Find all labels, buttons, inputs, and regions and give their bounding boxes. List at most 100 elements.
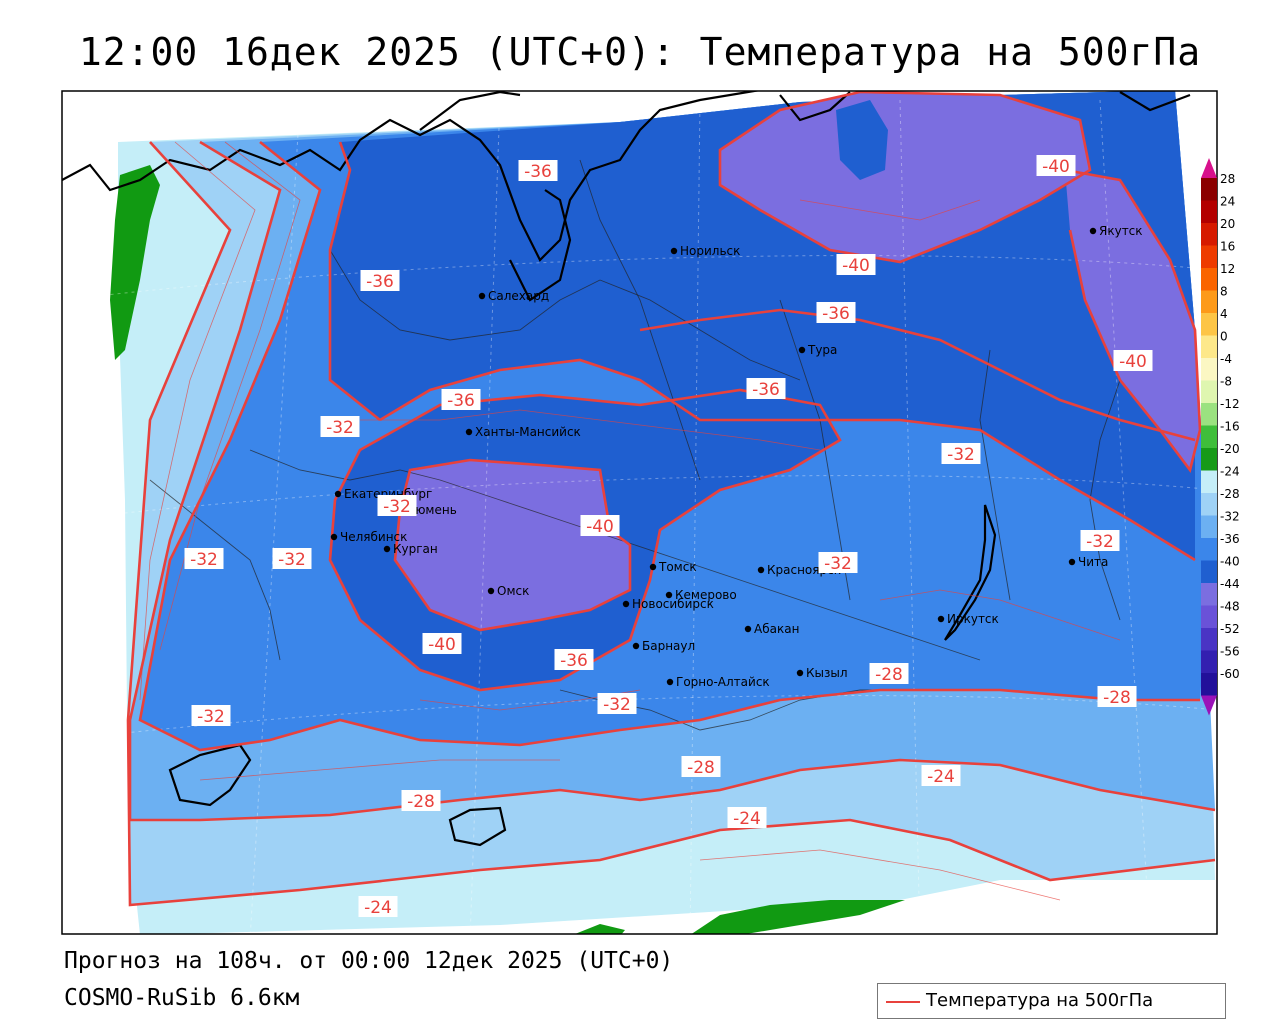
city-label: Абакан bbox=[754, 622, 799, 636]
isoline-label-text: -24 bbox=[364, 898, 392, 918]
colorbar-tick-label: -32 bbox=[1220, 510, 1240, 524]
isoline-label: -32 bbox=[818, 552, 858, 574]
isoline-label: -32 bbox=[191, 705, 231, 727]
model-name: COSMO-RuSib 6.6км bbox=[64, 985, 300, 1011]
colorbar-swatch bbox=[1201, 470, 1217, 493]
colorbar-swatch bbox=[1201, 313, 1217, 336]
isoline-label-text: -32 bbox=[383, 497, 411, 517]
colorbar-tick-label: -60 bbox=[1220, 667, 1240, 681]
isoline-label: -32 bbox=[377, 495, 417, 517]
isoline-label-background bbox=[869, 663, 909, 684]
colorbar-swatch bbox=[1201, 628, 1217, 651]
colorbar-swatch bbox=[1201, 425, 1217, 448]
isoline-label-text: -28 bbox=[407, 792, 435, 812]
colorbar-tick-label: -44 bbox=[1220, 577, 1240, 591]
city-dot bbox=[1089, 227, 1097, 235]
city-12: Томск bbox=[649, 560, 697, 574]
isoline-label: -36 bbox=[554, 649, 594, 671]
colorbar-swatch bbox=[1201, 515, 1217, 538]
isoline-label: -28 bbox=[401, 790, 441, 812]
band-minus40-east bbox=[1065, 170, 1200, 470]
legend-label: Температура на 500гПа bbox=[926, 990, 1154, 1011]
colorbar-tick-label: -24 bbox=[1220, 465, 1240, 479]
isoline-label-text: -32 bbox=[1086, 532, 1114, 552]
graticule bbox=[62, 99, 1217, 934]
city-dot bbox=[796, 669, 804, 677]
city-dot bbox=[330, 533, 338, 541]
isoline-label-background bbox=[1097, 686, 1137, 707]
isoline-label: -36 bbox=[360, 270, 400, 292]
isoline-label: -40 bbox=[1036, 155, 1076, 177]
city-label: Тюмень bbox=[407, 503, 457, 517]
colorbar-tick-label: 20 bbox=[1220, 217, 1235, 231]
city-label: Иркутск bbox=[947, 612, 999, 626]
city-label: Омск bbox=[497, 584, 529, 598]
isoline-label-background bbox=[360, 270, 400, 291]
isoline-label: -36 bbox=[441, 389, 481, 411]
colorbar-swatch bbox=[1201, 650, 1217, 673]
city-16: Абакан bbox=[744, 622, 799, 636]
band-minus44-core bbox=[836, 100, 888, 180]
colorbar-swatch bbox=[1201, 560, 1217, 583]
isoline-label-background bbox=[272, 548, 312, 569]
isoline-label-background bbox=[518, 160, 558, 181]
isoline-label-background bbox=[727, 807, 767, 828]
isoline-label-background bbox=[816, 302, 856, 323]
city-2: Якутск bbox=[1089, 224, 1143, 238]
isoline-label: -32 bbox=[1080, 530, 1120, 552]
isoline-label: -32 bbox=[184, 548, 224, 570]
colorbar-tick-label: -16 bbox=[1220, 420, 1240, 434]
colorbar-tick-label: -36 bbox=[1220, 532, 1240, 546]
city-dot bbox=[334, 490, 342, 498]
city-8: Челябинск bbox=[330, 530, 407, 544]
isoline-label-text: -32 bbox=[197, 707, 225, 727]
city-dot bbox=[757, 566, 765, 574]
isoline-label: -40 bbox=[1113, 350, 1153, 372]
isoline-label: -28 bbox=[869, 663, 909, 685]
colorbar-swatch bbox=[1201, 448, 1217, 471]
colorbar-tick-label: 16 bbox=[1220, 240, 1235, 254]
band-minus40-central bbox=[395, 460, 630, 630]
city-label: Новосибирск bbox=[632, 597, 714, 611]
city-label: Ханты-Мансийск bbox=[475, 425, 581, 439]
city-dot bbox=[798, 346, 806, 354]
colorbar-swatch bbox=[1201, 605, 1217, 628]
isoline-label-background bbox=[377, 495, 417, 516]
isoline-label: -24 bbox=[727, 807, 767, 829]
city-label: Курган bbox=[393, 542, 438, 556]
colorbar-swatch bbox=[1201, 290, 1217, 313]
isoline-label: -32 bbox=[320, 416, 360, 438]
city-dot bbox=[622, 600, 630, 608]
colorbar-swatch bbox=[1201, 583, 1217, 606]
isoline-label-text: -32 bbox=[947, 445, 975, 465]
colorbar-bottom-arrow bbox=[1201, 695, 1217, 716]
city-label: Норильск bbox=[680, 244, 740, 258]
colorbar-swatch bbox=[1201, 178, 1217, 201]
city-9: Курган bbox=[383, 542, 438, 556]
colorbar-swatch bbox=[1201, 493, 1217, 516]
isoline-label-background bbox=[191, 705, 231, 726]
isoline-label: -36 bbox=[518, 160, 558, 182]
colorbar-top-arrow bbox=[1201, 158, 1217, 178]
isoline-label-background bbox=[941, 443, 981, 464]
isoline-label-text: -40 bbox=[1042, 157, 1070, 177]
map-title: 12:00 16дек 2025 (UTC+0): Температура на… bbox=[78, 30, 1202, 74]
colorbar-tick-label: -28 bbox=[1220, 487, 1240, 501]
city-20: Чита bbox=[1068, 555, 1108, 569]
city-18: Кызыл bbox=[796, 666, 848, 680]
isoline-label: -36 bbox=[746, 378, 786, 400]
isoline-label-background bbox=[422, 633, 462, 654]
isoline-label: -32 bbox=[597, 693, 637, 715]
isoline-label: -24 bbox=[921, 765, 961, 787]
colorbar-tick-label: -48 bbox=[1220, 600, 1240, 614]
colorbar-tick-label: -4 bbox=[1220, 352, 1232, 366]
isoline-label-text: -28 bbox=[687, 758, 715, 778]
city-label: Горно-Алтайск bbox=[676, 675, 770, 689]
city-11: Новосибирск bbox=[622, 597, 714, 611]
colorbar-tick-label: -20 bbox=[1220, 442, 1240, 456]
colorbar-tick-label: -40 bbox=[1220, 555, 1240, 569]
city-dot bbox=[665, 591, 673, 599]
isoline-label: -40 bbox=[836, 254, 876, 276]
colorbar-tick-label: -56 bbox=[1220, 645, 1240, 659]
